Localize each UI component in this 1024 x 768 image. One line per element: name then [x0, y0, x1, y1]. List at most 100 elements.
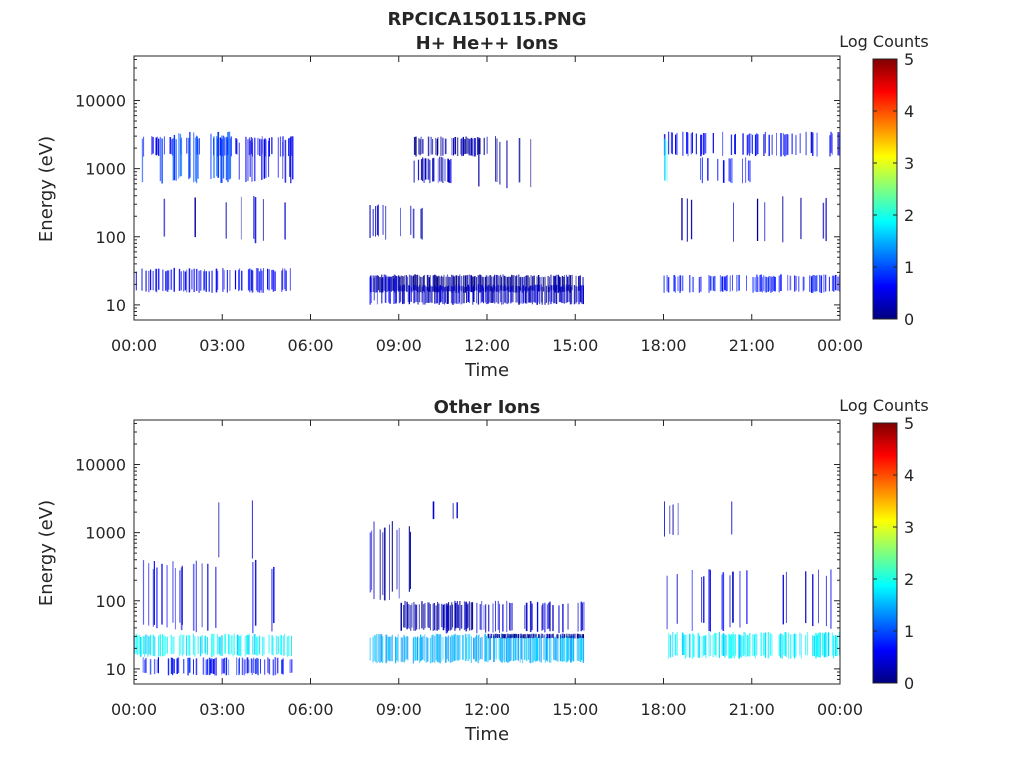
x-axis-label: Time	[464, 360, 509, 381]
data-streak	[258, 271, 261, 293]
data-streak	[805, 131, 807, 156]
data-streak	[704, 635, 706, 655]
data-streak	[260, 659, 261, 674]
data-streak	[740, 635, 742, 658]
data-streak	[166, 636, 168, 654]
data-streak	[663, 275, 665, 293]
data-streak	[582, 277, 584, 291]
colorbar-frame	[872, 422, 898, 684]
data-streak	[490, 633, 492, 638]
data-streak	[385, 634, 387, 664]
x-tick-label: 09:00	[376, 700, 422, 719]
data-streak	[505, 637, 507, 662]
data-streak	[540, 277, 542, 292]
x-tick-label: 21:00	[729, 336, 775, 355]
x-tick-label: 00:00	[111, 336, 157, 355]
data-streak	[756, 133, 758, 155]
data-streak	[459, 274, 461, 291]
data-streak	[439, 285, 442, 303]
data-streak	[569, 634, 571, 638]
data-streak	[439, 634, 441, 664]
data-streak	[725, 275, 727, 292]
data-streak	[752, 277, 754, 293]
data-streak	[470, 138, 472, 156]
data-streak	[456, 502, 458, 519]
data-streak	[208, 657, 211, 676]
data-streak	[277, 657, 279, 674]
data-streak	[186, 635, 187, 656]
data-streak	[292, 136, 294, 180]
data-streak	[158, 635, 159, 657]
data-streak	[432, 603, 434, 631]
data-streak	[178, 268, 181, 291]
data-streak	[799, 632, 801, 656]
data-streak	[250, 658, 252, 673]
data-streak	[205, 635, 207, 656]
data-streak	[389, 276, 391, 304]
data-streak	[236, 657, 238, 676]
data-streak	[544, 602, 546, 633]
data-streak	[837, 276, 839, 291]
data-streak	[481, 276, 483, 291]
data-streak	[524, 634, 527, 639]
data-streak	[722, 633, 725, 656]
data-streak	[806, 631, 809, 656]
data-streak	[280, 635, 282, 655]
data-streak	[530, 285, 533, 303]
data-streak	[666, 575, 668, 630]
data-streak	[414, 284, 416, 303]
data-streak	[187, 634, 189, 655]
data-streak	[487, 285, 489, 304]
data-streak	[373, 634, 376, 661]
data-streak	[504, 634, 506, 639]
data-streak	[547, 285, 550, 305]
data-streak	[709, 634, 711, 656]
data-streak	[504, 634, 505, 663]
data-streak	[227, 634, 230, 655]
data-streak	[369, 637, 371, 661]
data-streak	[369, 205, 371, 238]
spectrogram-band	[413, 156, 452, 184]
data-streak	[410, 275, 412, 292]
data-streak	[704, 133, 707, 154]
data-streak	[220, 138, 222, 183]
data-streak	[466, 604, 468, 629]
data-streak	[404, 637, 406, 661]
data-streak	[235, 138, 237, 154]
x-tick-label: 15:00	[552, 700, 598, 719]
panel-h-he-ions: H+ He++ Ions 00:00 03:00 06:00 09:00 12:00 15…	[36, 32, 929, 381]
data-streak	[261, 139, 263, 180]
data-streak	[768, 275, 770, 291]
data-streak	[226, 270, 228, 293]
data-streak	[773, 275, 775, 291]
data-streak	[396, 276, 397, 303]
data-streak	[225, 202, 227, 239]
data-streak	[686, 634, 688, 658]
data-streak	[812, 574, 814, 627]
data-streak	[170, 269, 173, 290]
data-streak	[497, 600, 499, 630]
data-streak	[722, 131, 724, 157]
data-streak	[731, 634, 733, 659]
data-streak	[533, 286, 535, 303]
data-streak	[767, 277, 769, 292]
data-streak	[201, 563, 203, 628]
data-streak	[410, 205, 412, 235]
data-streak	[261, 636, 264, 656]
data-streak	[373, 521, 375, 600]
data-streak	[415, 604, 418, 630]
data-streak	[552, 275, 555, 291]
data-streak	[163, 136, 165, 155]
data-streak	[508, 635, 510, 662]
data-streak	[800, 197, 802, 240]
data-streak	[539, 635, 541, 662]
data-streak	[455, 275, 457, 293]
data-streak	[439, 276, 441, 291]
x-tick-label: 21:00	[729, 700, 775, 719]
data-streak	[550, 635, 552, 663]
data-streak	[824, 632, 827, 657]
data-streak	[433, 602, 435, 631]
data-streak	[702, 133, 705, 155]
data-streak	[691, 132, 693, 154]
data-streak	[532, 633, 534, 639]
